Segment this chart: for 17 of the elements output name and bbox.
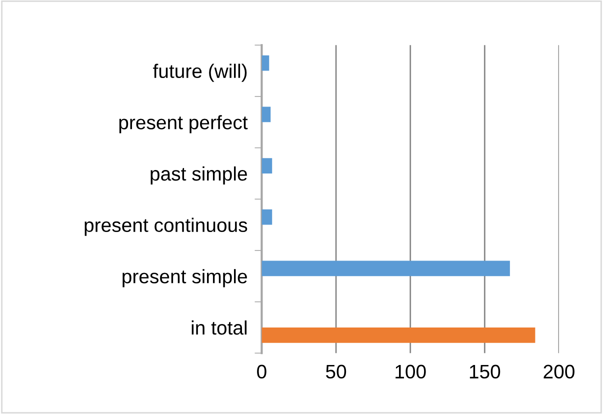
y-tick-label: present simple [122,269,247,288]
x-tick-label: 200 [544,364,574,379]
bar [262,209,272,225]
bar [262,260,510,276]
y-tick-label: past simple [150,166,247,185]
bar [262,106,271,122]
x-tick-label: 50 [326,364,346,379]
y-tick-label: present perfect [119,115,248,134]
x-tick-label: 150 [470,364,500,379]
y-tick-label: future (will) [153,64,247,82]
bar [262,55,270,71]
x-tick-label: 0 [257,364,266,379]
bar [262,158,272,174]
y-tick-label: in total [192,320,247,335]
x-tick-label: 100 [396,364,426,379]
y-tick-label: present continuous [84,218,248,236]
bar [262,327,536,343]
